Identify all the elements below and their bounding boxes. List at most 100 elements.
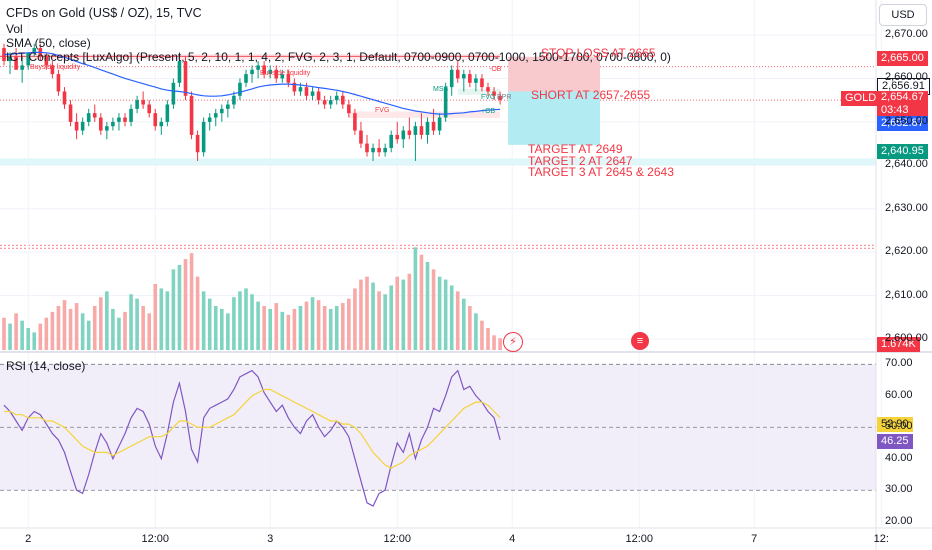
candle-body: [238, 82, 242, 96]
volume-bar: [159, 288, 164, 350]
liquidity-band: [0, 158, 876, 166]
rsi-legend[interactable]: RSI (14, close): [6, 359, 86, 373]
candle-body: [80, 121, 85, 131]
candle-body: [165, 104, 170, 122]
rsi-tick-label: 50.00: [885, 420, 913, 433]
volume-bar: [371, 282, 375, 350]
volume-bar: [238, 291, 242, 350]
current-price-tag[interactable]: 2,654.67 03:43: [877, 91, 928, 117]
candle-body: [207, 117, 212, 122]
stop-price-tag[interactable]: 2,665.00: [877, 51, 928, 66]
stop-loss-zone: [508, 56, 600, 92]
volume-bar: [171, 269, 176, 350]
bullish-fvg-box: [457, 88, 501, 95]
candle-body: [437, 117, 442, 131]
time-tick-label: 12:00: [625, 533, 654, 545]
trade-zones: [0, 54, 876, 166]
candle-body: [316, 91, 321, 101]
volume-bar: [383, 294, 387, 350]
volume-bar: [274, 303, 279, 350]
buyside-liquidity-zone: [0, 54, 501, 60]
fvg-right-label: FVG: [481, 94, 496, 101]
candle-body: [250, 69, 254, 75]
ict-legend[interactable]: ICT Concepts [LuxAlgo] (Present, 5, 2, 1…: [6, 50, 671, 64]
volume-bar: [359, 279, 363, 350]
candle-body: [419, 126, 424, 135]
candle-body: [153, 113, 158, 127]
rsi-ma-tag[interactable]: 52.90: [877, 417, 913, 432]
lightning-icon[interactable]: ⚡: [503, 332, 523, 352]
volume-bar: [389, 285, 393, 350]
candle-body: [86, 113, 91, 122]
candle-body: [195, 134, 200, 153]
volume-bar: [419, 254, 424, 350]
candle-body: [256, 65, 260, 70]
volume-bar: [20, 320, 24, 350]
volume-bar: [86, 320, 91, 350]
volume-bar: [226, 313, 230, 350]
candle-body: [480, 78, 484, 88]
volume-bar: [486, 328, 490, 350]
us-flag-icon[interactable]: ≡: [631, 332, 649, 350]
candle-body: [32, 48, 37, 53]
fvg-box: [348, 111, 501, 118]
volume-bar: [135, 298, 139, 350]
sma-price-tag[interactable]: 2,652.87: [877, 116, 928, 131]
symbol-title[interactable]: CFDs on Gold (US$ / OZ), 15, TVC: [6, 6, 202, 20]
volume-bar: [111, 308, 115, 350]
candle-body: [498, 95, 502, 101]
candle-body: [455, 69, 460, 79]
volume-legend[interactable]: Vol: [6, 22, 23, 36]
volume-bar: [153, 284, 158, 350]
symbol-tag[interactable]: GOLD: [841, 91, 881, 106]
volume-bar: [26, 328, 30, 350]
volume-bar: [189, 253, 194, 350]
rsi-line: [3, 369, 501, 507]
rsi-tick-label: 70.00: [885, 357, 913, 370]
candle-body: [171, 82, 176, 105]
candle-body: [310, 91, 315, 96]
rsi-value-tag[interactable]: 46.25: [877, 434, 913, 449]
candle-body: [280, 74, 285, 79]
volume-bar: [462, 298, 466, 350]
candle-body: [232, 95, 236, 105]
candle-body: [359, 130, 363, 144]
volume-bar: [377, 291, 381, 350]
countdown-value: 03:43: [881, 104, 909, 116]
candle-body: [413, 126, 418, 135]
candle-body: [377, 147, 381, 153]
time-tick-label: 2: [25, 533, 32, 545]
volume-bar: [286, 314, 291, 350]
candle-body: [213, 113, 218, 118]
volume-bar: [353, 288, 357, 350]
sma-legend[interactable]: SMA (50, close): [6, 36, 91, 50]
buyside-liquidity-label-2: Buyside liquidity: [260, 70, 311, 77]
volume-bar: [195, 276, 200, 350]
volume-bar: [129, 294, 133, 350]
candle-body: [492, 91, 496, 96]
low-level-tag[interactable]: 2,640.95: [877, 144, 928, 159]
candle-body: [425, 121, 430, 135]
volume-bar: [213, 306, 218, 350]
volume-bar: [244, 288, 248, 350]
volume-bar: [250, 294, 254, 350]
volume-bar: [8, 323, 12, 350]
candle-body: [220, 108, 224, 114]
volume-bar: [38, 323, 43, 350]
price-tick-label: 2,650.00: [885, 114, 928, 127]
candle-body: [129, 108, 133, 122]
currency-button[interactable]: USD: [879, 4, 927, 26]
candle-body: [462, 74, 466, 79]
target1-label: TARGET AT 2649: [528, 142, 623, 156]
volume-bar: [365, 276, 369, 350]
candle-body: [304, 87, 309, 96]
volume-bar: [207, 298, 212, 350]
volume-value-tag[interactable]: 1.674K: [877, 337, 920, 352]
volume-bar: [425, 262, 430, 350]
time-tick-label: 12:: [873, 533, 889, 545]
candle-body: [322, 100, 327, 105]
current-price-value: 2,654.67: [881, 91, 924, 103]
candle-body: [105, 126, 109, 131]
volume-bar: [480, 320, 484, 350]
